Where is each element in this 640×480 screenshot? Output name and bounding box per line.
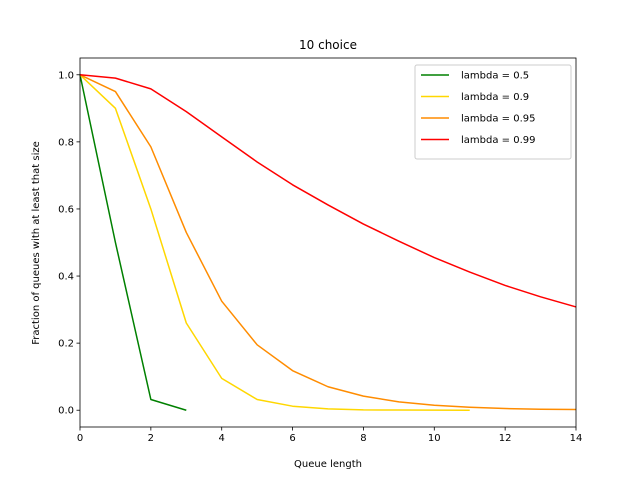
plot-area: 0 2 4 6 8 10 12 14 0.0 0.2 0.4 0.6 0.8 1.0 [58,57,583,444]
series-layer [79,74,577,411]
legend-box [414,64,572,160]
y-tick-label: 0.6 [58,204,74,215]
chart-title: 10 choice [299,38,357,52]
legend-label-0: lambda = 0.5 [461,71,529,82]
x-tick-label: 4 [219,433,225,444]
x-tick-label: 6 [289,433,295,444]
series-line-3 [79,74,577,308]
x-axis-ticks: 0 2 4 6 8 10 12 14 [77,427,583,444]
x-tick-label: 0 [77,433,83,444]
x-tick-label: 12 [499,433,512,444]
y-axis-label: Fraction of queues with at least that si… [31,141,42,345]
legend-label-3: lambda = 0.99 [461,135,535,146]
series-line-1 [79,74,470,411]
y-axis-ticks: 0.0 0.2 0.4 0.6 0.8 1.0 [58,70,80,417]
x-tick-label: 10 [428,433,441,444]
y-tick-label: 0.2 [58,339,74,350]
x-axis-label: Queue length [294,459,362,470]
y-tick-label: 0.0 [58,406,74,417]
y-tick-label: 0.4 [58,272,74,283]
y-tick-label: 1.0 [58,70,74,81]
x-tick-label: 14 [570,433,583,444]
x-tick-label: 2 [148,433,154,444]
series-line-2 [79,74,577,411]
legend-label-2: lambda = 0.95 [461,114,535,125]
axes-frame [79,57,577,428]
y-tick-label: 0.8 [58,137,74,148]
legend: lambda = 0.5 lambda = 0.9 lambda = 0.95 lam… [414,64,572,160]
series-line-0 [79,74,187,411]
legend-label-1: lambda = 0.9 [461,92,529,103]
x-tick-label: 8 [360,433,366,444]
